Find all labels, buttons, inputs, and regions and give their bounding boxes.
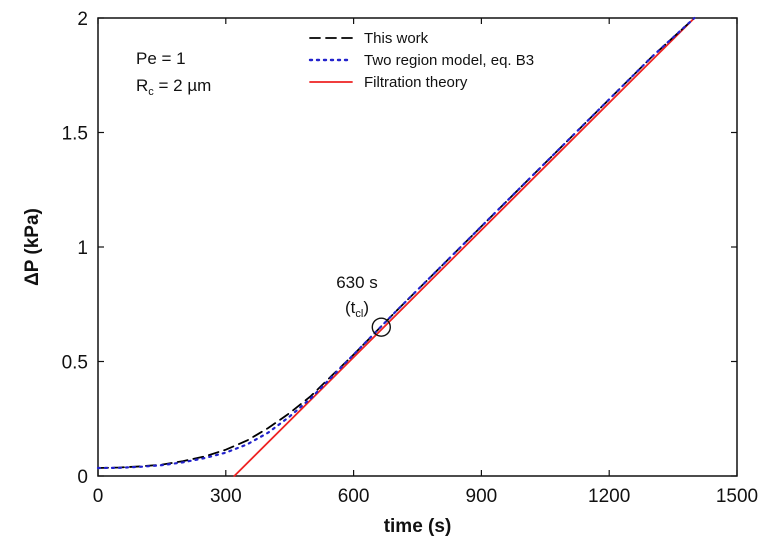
y-tick-label: 0.5 [62, 353, 88, 374]
y-tick-label: 1 [77, 238, 88, 259]
series-line-2 [96, 16, 696, 470]
y-tick-label: 0 [77, 467, 88, 488]
parameter-label: Rc = 2 µm [136, 76, 211, 98]
marker-circle [371, 317, 391, 337]
x-tick-label: 900 [466, 486, 498, 507]
y-axis-title: ΔP (kPa) [22, 208, 43, 286]
x-tick-label: 1500 [716, 486, 758, 507]
series-line-3 [233, 17, 696, 477]
y-tick-label: 2 [77, 9, 88, 30]
legend: This work Two region model, eq. B3 Filtrat… [308, 30, 534, 91]
legend-label: Two region model, eq. B3 [364, 52, 534, 69]
legend-label: This work [364, 30, 429, 47]
x-axis-ticks: 0 300 600 900 1200 1500 [93, 18, 758, 507]
marker-sublabel: (tcl) [345, 298, 369, 320]
parameter-annotations: Pe = 1 Rc = 2 µm [136, 49, 211, 98]
x-tick-label: 300 [210, 486, 242, 507]
parameter-label: Pe = 1 [136, 49, 186, 68]
series-line-1 [97, 17, 696, 469]
marker-label: 630 s [336, 273, 378, 292]
y-tick-label: 1.5 [62, 124, 88, 145]
x-tick-label: 0 [93, 486, 104, 507]
y-axis-ticks: 0 0.5 1 1.5 2 [62, 9, 737, 488]
x-tick-label: 600 [338, 486, 370, 507]
x-tick-label: 1200 [588, 486, 630, 507]
marker-annotation: 630 s (tcl) [336, 273, 391, 337]
legend-label: Filtration theory [364, 74, 468, 91]
series-layer [96, 16, 696, 477]
x-axis-title: time (s) [384, 516, 452, 537]
